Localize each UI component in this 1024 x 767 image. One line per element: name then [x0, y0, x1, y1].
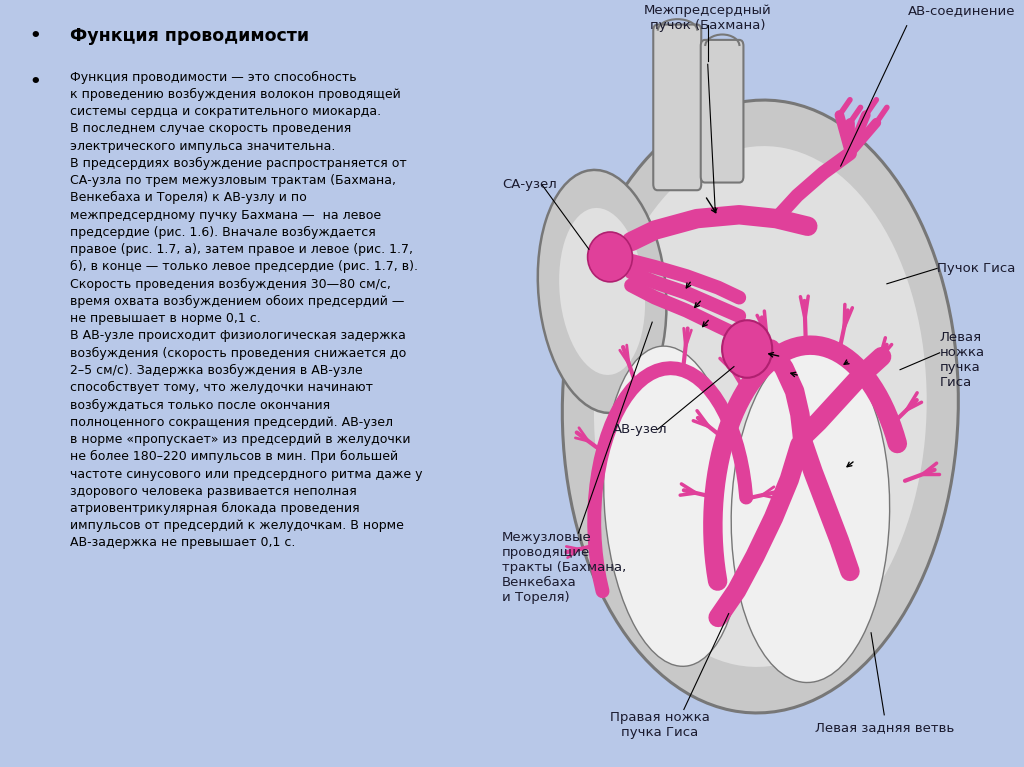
Text: Функция проводимости — это способность
к проведению возбуждения волокон проводящ: Функция проводимости — это способность к… [70, 71, 422, 549]
Text: Левая задняя ветвь: Левая задняя ветвь [815, 721, 954, 733]
Text: Левая
ножка
пучка
Гиса: Левая ножка пучка Гиса [940, 331, 985, 390]
Ellipse shape [562, 100, 958, 713]
Text: Межпредсердный
пучок (Бахмана): Межпредсердный пучок (Бахмана) [644, 4, 771, 32]
Ellipse shape [559, 208, 645, 375]
Text: АВ-узел: АВ-узел [612, 423, 668, 436]
Text: Межузловые
проводящие
тракты (Бахмана,
Венкебаха
и Тореля): Межузловые проводящие тракты (Бахмана, В… [502, 531, 626, 604]
Ellipse shape [731, 345, 890, 683]
Text: •: • [30, 27, 41, 44]
Text: •: • [30, 73, 41, 91]
Ellipse shape [588, 232, 633, 282]
Ellipse shape [722, 321, 772, 377]
Ellipse shape [604, 346, 743, 667]
Ellipse shape [594, 146, 927, 667]
Text: Функция проводимости: Функция проводимости [70, 27, 308, 44]
Text: АВ-соединение: АВ-соединение [908, 4, 1016, 17]
Text: СА-узел: СА-узел [502, 178, 557, 190]
FancyBboxPatch shape [700, 40, 743, 183]
FancyBboxPatch shape [653, 25, 701, 190]
Ellipse shape [538, 170, 667, 413]
Text: Правая ножка
пучка Гиса: Правая ножка пучка Гиса [610, 711, 710, 739]
Text: Пучок Гиса: Пучок Гиса [937, 262, 1016, 275]
